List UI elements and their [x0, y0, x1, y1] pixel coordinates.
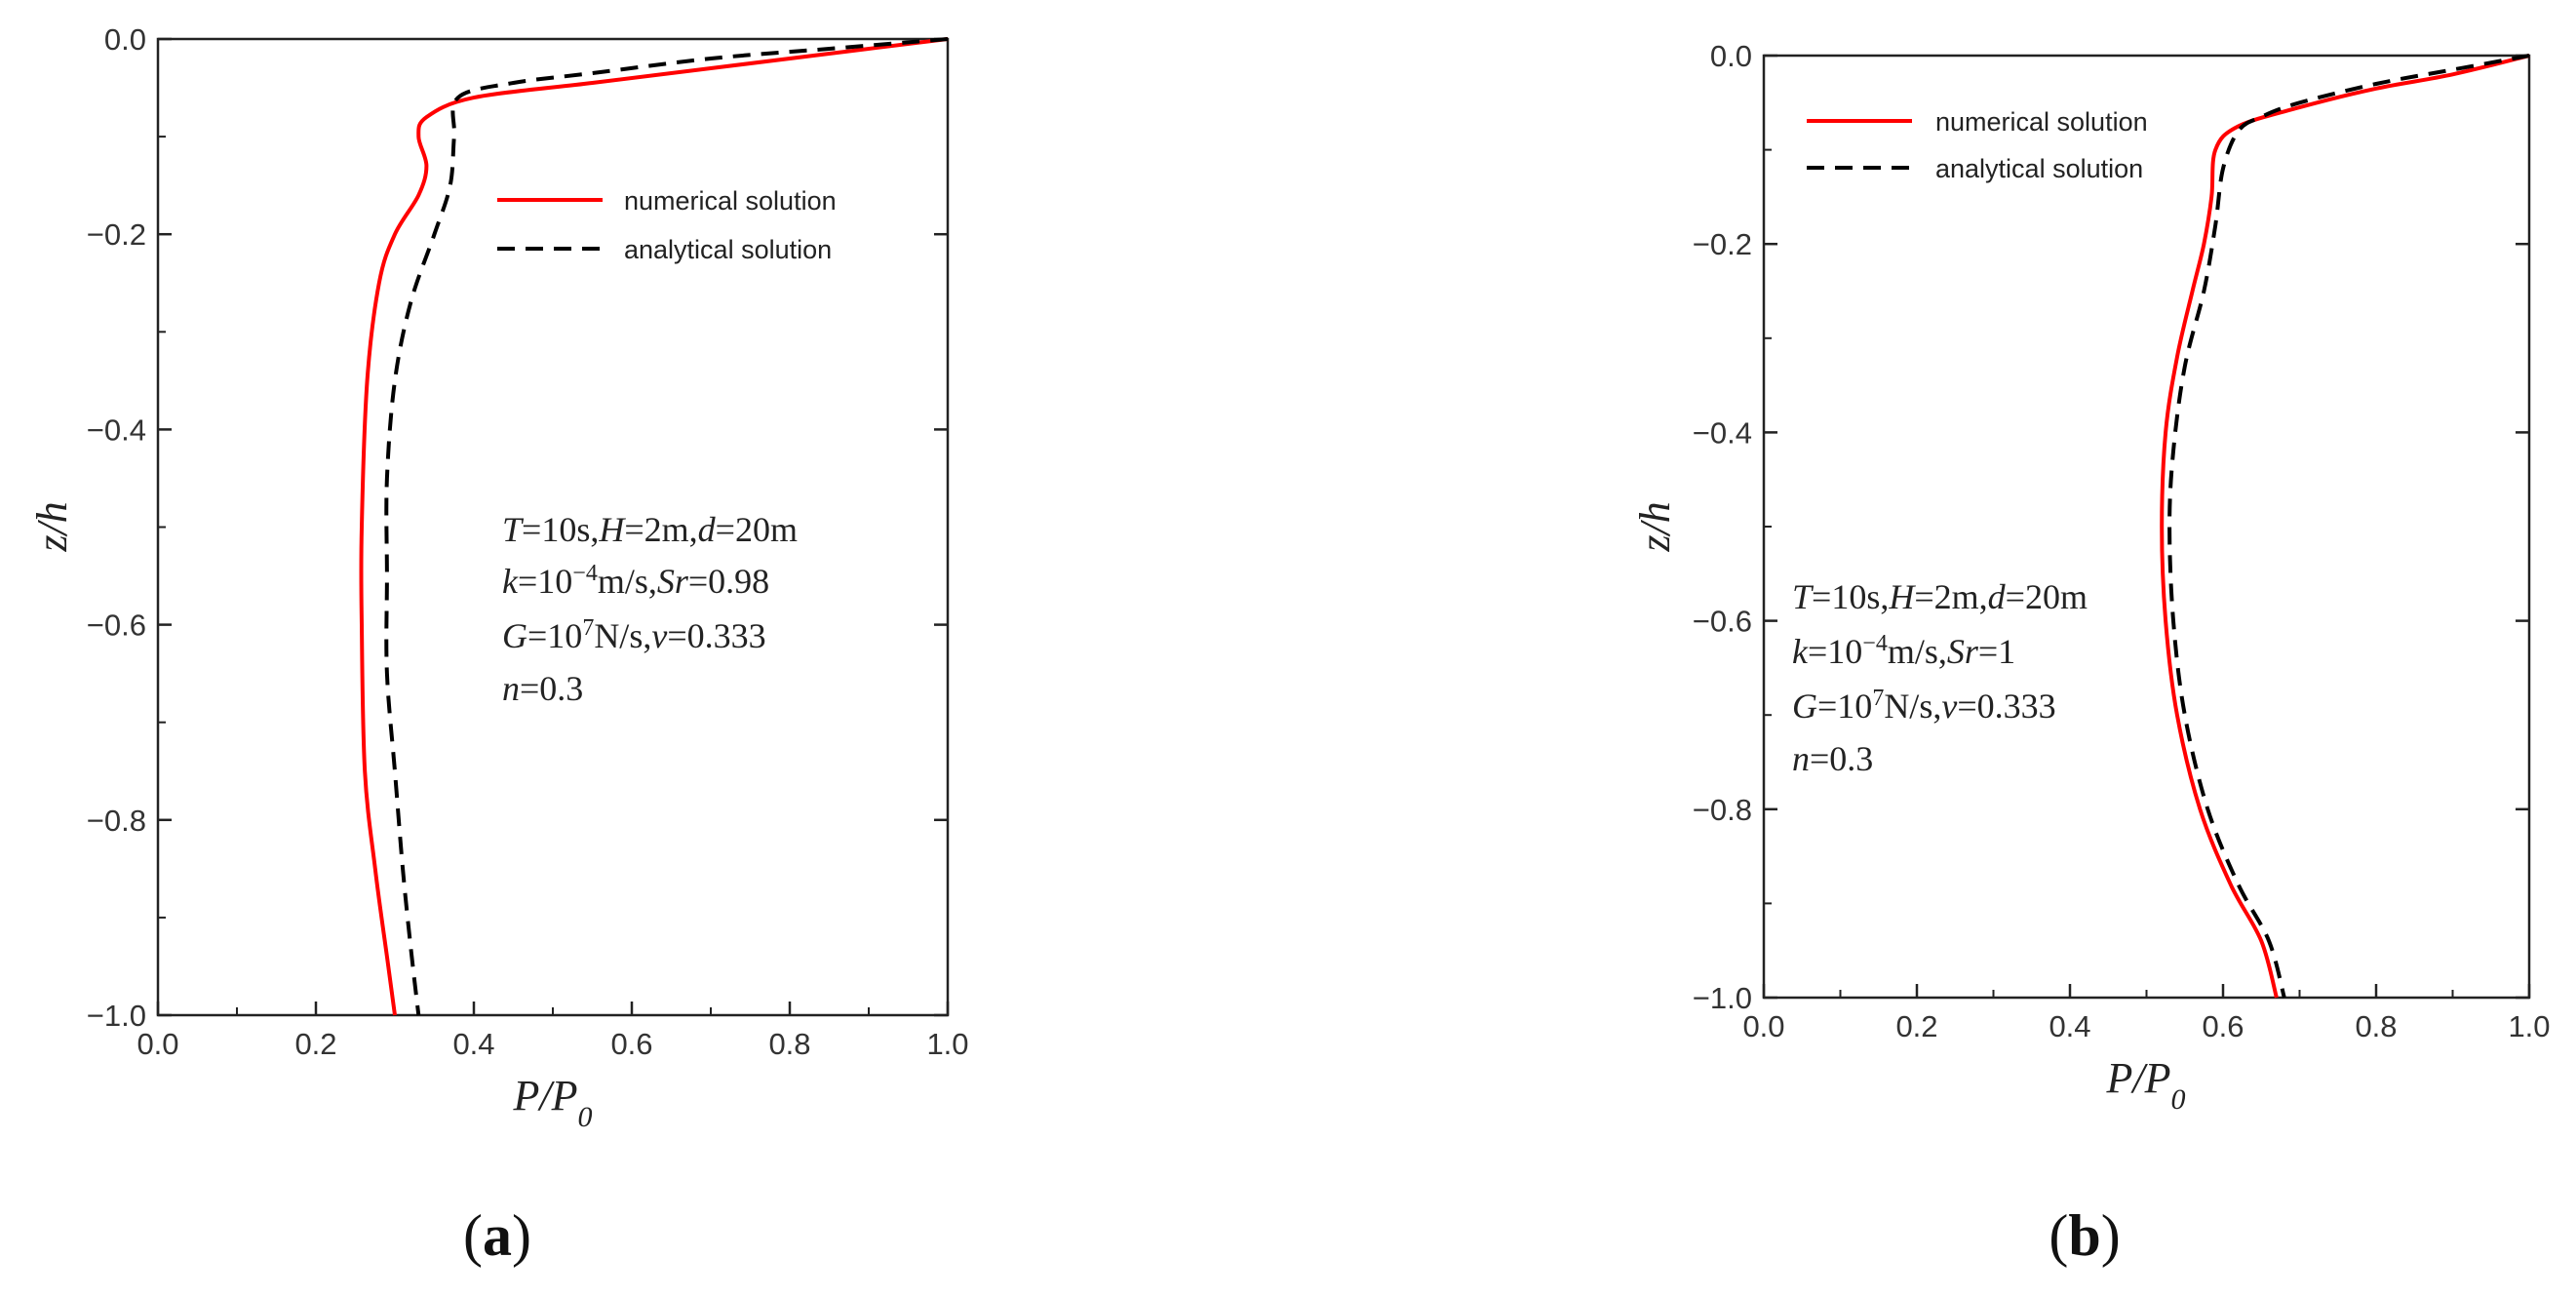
series-line-analytical-b	[2167, 54, 2530, 999]
x-tick-label-a: 1.0	[926, 1027, 968, 1061]
x-tick-label-b: 0.6	[2202, 1009, 2244, 1043]
annotation-a-line3: G=107N/s,v=0.333	[502, 615, 766, 655]
legend-b: numerical solution analytical solution	[1807, 107, 2148, 183]
annotation-a: T=10s,H=2m,d=20m k=10−4m/s,Sr=0.98 G=107…	[502, 510, 798, 708]
x-axis-label-b-sub: 0	[2170, 1083, 2185, 1116]
legend-label-analytical-b: analytical solution	[1935, 154, 2143, 183]
y-tick-label-a: −0.4	[87, 413, 146, 447]
x-tick-label-b: 0.2	[1895, 1009, 1937, 1043]
y-tick-label-b: −0.4	[1693, 415, 1752, 450]
y-tick-label-a: −0.2	[87, 217, 146, 252]
chart-panel-b: 0.0 0.2 0.4 0.6 0.8 1.0 0.0 −0.2 −0.4 −0.6 −0.8 −1.…	[1631, 39, 2551, 1268]
ticks-b: 0.0 0.2 0.4 0.6 0.8 1.0 0.0 −0.2 −0.4 −0.6 −0.8 −1.…	[1693, 39, 2551, 1043]
chart-panel-a: 0.0 0.2 0.4 0.6 0.8 1.0 0.0 −0.2 −0.4 −0.6 −0.8 −1.…	[28, 22, 969, 1268]
y-tick-label-b: 0.0	[1710, 39, 1752, 73]
ticks-a: 0.0 0.2 0.4 0.6 0.8 1.0 0.0 −0.2 −0.4 −0.6 −0.8 −1.…	[87, 22, 969, 1061]
y-axis-label-b: z/h	[1631, 501, 1679, 552]
x-axis-label-b-main: P/P	[2106, 1054, 2171, 1102]
series-lines-b	[2160, 54, 2530, 999]
annotation-b-line3: G=107N/s,v=0.333	[1792, 686, 2056, 726]
panel-label-b: (b)	[2049, 1203, 2120, 1268]
series-lines-a	[359, 37, 949, 1016]
x-tick-label-a: 0.6	[610, 1027, 652, 1061]
legend-label-numerical-a: numerical solution	[624, 186, 837, 216]
x-axis-label-a-main: P/P	[513, 1072, 578, 1120]
x-tick-label-a: 0.0	[137, 1027, 178, 1061]
series-line-numerical-a	[359, 37, 949, 1016]
legend-label-analytical-a: analytical solution	[624, 235, 832, 264]
panel-label-a-letter: a	[483, 1203, 512, 1268]
annotation-b: T=10s,H=2m,d=20m k=10−4m/s,Sr=1 G=107N/s…	[1792, 577, 2088, 778]
annotation-b-line1: T=10s,H=2m,d=20m	[1792, 577, 2088, 616]
x-tick-label-b: 0.8	[2355, 1009, 2397, 1043]
x-tick-label-b: 0.4	[2049, 1009, 2090, 1043]
panel-label-b-letter: b	[2068, 1203, 2100, 1268]
x-tick-label-b: 1.0	[2508, 1009, 2550, 1043]
annotation-a-line4: n=0.3	[502, 669, 583, 708]
x-tick-label-a: 0.4	[452, 1027, 494, 1061]
x-axis-label-a-sub: 0	[577, 1101, 592, 1133]
annotation-a-line2: k=10−4m/s,Sr=0.98	[502, 561, 769, 601]
y-tick-label-b: −1.0	[1693, 981, 1752, 1015]
y-tick-label-a: −0.8	[87, 804, 146, 838]
x-tick-label-b: 0.0	[1742, 1009, 1784, 1043]
y-tick-label-b: −0.6	[1693, 605, 1752, 639]
x-tick-label-a: 0.2	[294, 1027, 336, 1061]
legend-a: numerical solution analytical solution	[497, 186, 837, 264]
legend-label-numerical-b: numerical solution	[1935, 107, 2148, 137]
y-tick-label-a: −1.0	[87, 999, 146, 1033]
y-tick-label-a: −0.6	[87, 609, 146, 643]
y-tick-label-b: −0.8	[1693, 793, 1752, 827]
annotation-b-line4: n=0.3	[1792, 739, 1873, 778]
y-tick-label-b: −0.2	[1693, 227, 1752, 261]
plot-frame-b	[1762, 54, 2531, 1000]
y-axis-label-a: z/h	[28, 501, 76, 552]
annotation-b-line2: k=10−4m/s,Sr=1	[1792, 631, 2015, 671]
x-axis-label-b: P/P0	[2106, 1054, 2186, 1116]
x-tick-label-a: 0.8	[768, 1027, 810, 1061]
series-line-analytical-a	[384, 37, 949, 1016]
x-axis-label-a: P/P0	[513, 1072, 593, 1133]
annotation-a-line1: T=10s,H=2m,d=20m	[502, 510, 798, 549]
y-tick-label-a: 0.0	[104, 22, 146, 57]
series-line-numerical-b	[2160, 54, 2530, 999]
panel-label-a: (a)	[463, 1203, 531, 1268]
